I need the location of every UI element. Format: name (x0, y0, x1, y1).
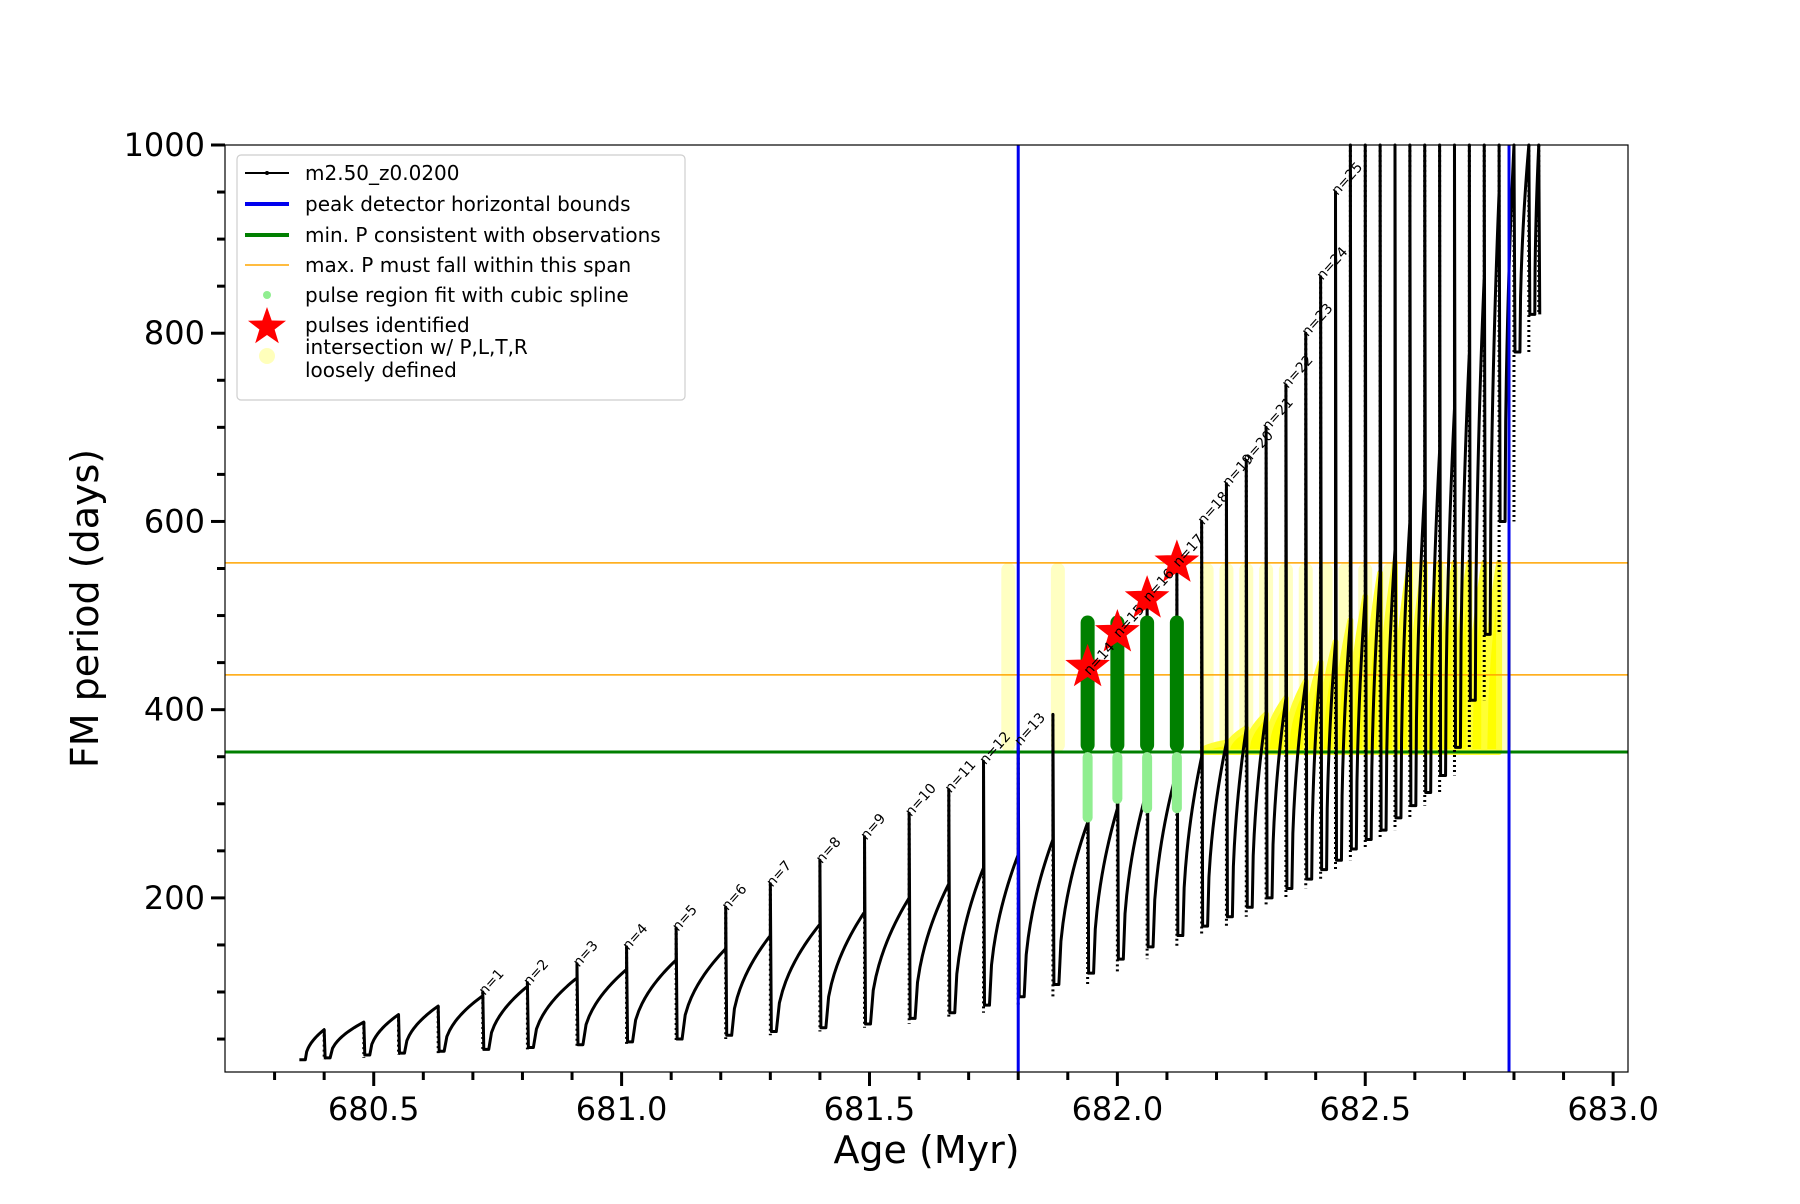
spline-region-light (1142, 752, 1153, 814)
legend-label: min. P consistent with observations (305, 223, 661, 247)
legend-handle-star (248, 307, 286, 344)
pulse-star (1154, 539, 1200, 582)
legend-handle-bigdot (259, 348, 275, 364)
y-tick-label: 600 (144, 502, 205, 540)
y-tick-label: 400 (144, 691, 205, 729)
legend-box (236, 154, 686, 401)
x-tick-label: 682.5 (1319, 1090, 1411, 1128)
x-tick-label: 681.0 (576, 1090, 668, 1128)
spline-region (1080, 615, 1095, 753)
spline-region-light (1112, 752, 1123, 804)
y-tick-label: 800 (144, 314, 205, 352)
x-tick-label: 683.0 (1567, 1090, 1659, 1128)
legend-label: pulses identified (305, 313, 470, 337)
pulse-star (1094, 609, 1140, 652)
pulse-star (1065, 643, 1110, 687)
legend-label: pulse region fit with cubic spline (305, 283, 629, 307)
legend-handle-dot (263, 291, 271, 299)
intersection-marker (1001, 562, 1016, 753)
spline-region (1110, 615, 1125, 753)
y-tick-label: 200 (144, 879, 205, 917)
pulse-star (1124, 575, 1170, 618)
x-tick-label: 680.5 (328, 1090, 420, 1128)
y-axis-label: FM period (days) (63, 449, 107, 768)
spline-region-light (1082, 752, 1093, 823)
spline-region (1169, 615, 1184, 753)
x-axis-label: Age (Myr) (833, 1128, 1019, 1172)
x-tick-label: 682.0 (1072, 1090, 1164, 1128)
legend-label: peak detector horizontal bounds (305, 192, 631, 216)
legend-label: intersection w/ P,L,T,R (305, 335, 528, 359)
plot-frame (224, 144, 1629, 1073)
series-line (299, 143, 1542, 1062)
legend-label: m2.50_z0.0200 (305, 161, 460, 185)
spline-region (1140, 615, 1155, 753)
legend-label: max. P must fall within this span (305, 253, 631, 277)
legend-handle-marker (265, 171, 269, 175)
legend-label: loosely defined (305, 358, 457, 382)
y-tick-label: 1000 (124, 126, 205, 164)
x-tick-label: 681.5 (824, 1090, 916, 1128)
intersection-marker (1050, 562, 1065, 753)
spline-region-light (1171, 752, 1182, 814)
